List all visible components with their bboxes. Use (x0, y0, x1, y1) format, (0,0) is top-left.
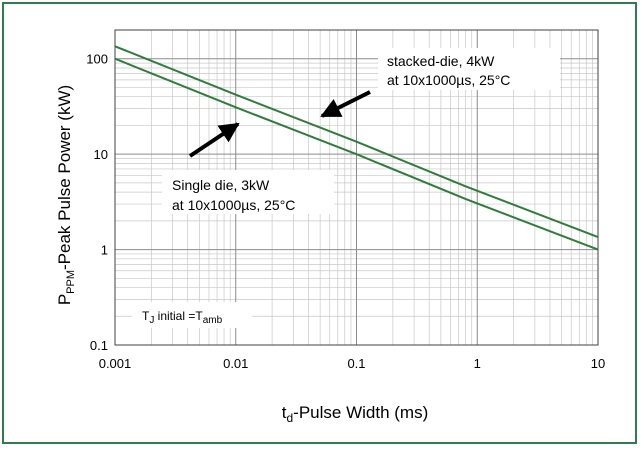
annotation-single-die-box (162, 170, 334, 214)
annotation-stacked-die-line-1: stacked-die, 4kW (387, 53, 495, 69)
x-tick-label: 0.01 (223, 356, 248, 371)
x-tick-label: 0.001 (99, 356, 132, 371)
tj-note-box (132, 302, 252, 328)
x-tick-label: 0.1 (347, 356, 365, 371)
y-tick-label: 1 (101, 243, 108, 258)
arrow-stacked-die (320, 90, 371, 118)
arrow-single-die (188, 122, 240, 158)
y-tick-label: 100 (86, 52, 108, 67)
x-tick-label: 1 (474, 356, 481, 371)
series-line-1 (114, 45, 599, 239)
annotation-single-die-line-2: at 10x1000µs, 25°C (172, 197, 295, 213)
annotation-stacked-die-box (378, 48, 560, 90)
y-tick-label: 0.1 (90, 338, 108, 353)
series-group (114, 45, 599, 251)
y-tick-label: 10 (94, 147, 108, 162)
x-axis-title: td-Pulse Width (ms) (282, 403, 429, 425)
x-tick-label: 10 (591, 356, 605, 371)
plot-area-border (114, 29, 599, 346)
y-axis-title: PPPM-Peak Pulse Power (kW) (55, 85, 77, 305)
x-tick-labels: 0.001 0.01 0.1 1 10 (99, 356, 606, 371)
annotation-single-die-line-1: Single die, 3kW (172, 177, 270, 193)
annotation-stacked-die-line-2: at 10x1000µs, 25°C (387, 72, 510, 88)
y-tick-labels: 0.1 1 10 100 (86, 52, 108, 353)
series-line-2 (114, 57, 599, 251)
tj-note: TJ initial =Tamb (142, 309, 223, 326)
